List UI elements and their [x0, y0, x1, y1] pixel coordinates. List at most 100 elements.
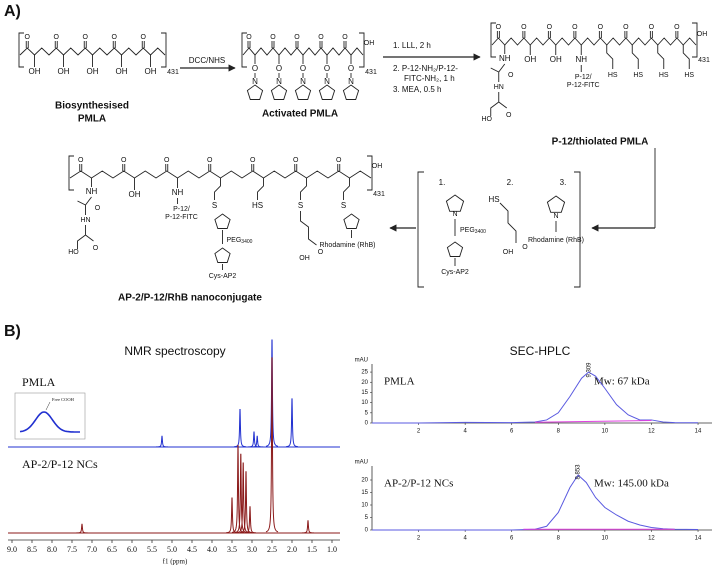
- atom-label: OH: [58, 67, 70, 76]
- atom-label: OH: [550, 55, 562, 64]
- atom-label: N: [252, 77, 258, 86]
- atom-label: O: [207, 157, 213, 164]
- succinimide-ring: [318, 84, 336, 100]
- atom-label: O: [250, 157, 256, 164]
- bracket: [359, 32, 365, 68]
- x-tick-label: 2.0: [287, 545, 297, 554]
- atom-label: HO: [482, 116, 493, 123]
- bond: [214, 178, 221, 200]
- x-tick-label: 14: [695, 429, 702, 435]
- atom-label: HS: [488, 195, 499, 204]
- atom-label: 431: [365, 69, 377, 76]
- atom-label: O: [649, 24, 655, 31]
- atom-label: O: [623, 24, 629, 31]
- bracket: [490, 22, 496, 58]
- bracket: [417, 171, 424, 288]
- polymer-backbone: [491, 37, 697, 46]
- spectrum-peak: [285, 398, 299, 448]
- atom-label: OH: [364, 40, 375, 47]
- succinimide-ring: [214, 213, 231, 229]
- group-label: PEG: [460, 227, 475, 234]
- reagent-label: 1. LLL, 2 h: [393, 41, 431, 50]
- atom-label: HN: [80, 217, 90, 224]
- atom-label: O: [246, 34, 252, 41]
- bond: [77, 225, 94, 249]
- atom-label: O: [598, 24, 604, 31]
- x-axis-label: f1 (ppm): [163, 558, 188, 566]
- bracket: [68, 155, 74, 191]
- y-tick-label: 20: [361, 380, 368, 386]
- y-tick-label: 5: [365, 410, 369, 416]
- bracket: [692, 22, 698, 58]
- atom-label: N: [452, 211, 457, 218]
- atom-label: HS: [659, 72, 669, 79]
- x-tick-label: 8.0: [47, 545, 57, 554]
- y-tick-label: 25: [361, 370, 368, 376]
- x-tick-label: 12: [648, 429, 655, 435]
- atom-label: O: [324, 64, 330, 73]
- bracket: [367, 155, 373, 191]
- atom-label: NH: [86, 187, 98, 196]
- polymer-backbone: [242, 47, 364, 56]
- bond: [490, 63, 506, 82]
- x-tick-label: 2: [417, 536, 421, 542]
- x-tick-label: 9.0: [7, 545, 17, 554]
- atom-label: OH: [697, 31, 708, 38]
- bond: [77, 196, 92, 215]
- bond: [682, 45, 690, 69]
- atom-label: N: [276, 77, 282, 86]
- atom-label: S: [298, 201, 303, 210]
- compound-name: AP-2/P-12/RhB nanoconjugate: [118, 293, 262, 304]
- atom-label: O: [95, 205, 101, 212]
- atom-label: O: [112, 34, 118, 41]
- atom-label: S: [341, 201, 346, 210]
- annotation: Mw: 145.00 kDa: [594, 478, 669, 490]
- bracket: [18, 32, 24, 68]
- atom-label: N: [348, 77, 354, 86]
- x-tick-label: 4.0: [207, 545, 217, 554]
- compound-name: PMLA: [78, 114, 106, 125]
- atom-label: 431: [373, 191, 385, 198]
- group-label: PEG3400: [227, 237, 253, 245]
- panel-label: B): [4, 323, 21, 340]
- y-tick-label: 0: [365, 528, 369, 534]
- x-tick-label: 7.0: [87, 545, 97, 554]
- atom-label: O: [252, 64, 258, 73]
- series-label: PMLA: [384, 376, 415, 388]
- spectrum-peak: [156, 435, 168, 448]
- group-label: Cys-AP2: [209, 273, 237, 280]
- inset-curve: [19, 411, 80, 433]
- atom-label: OH: [372, 163, 383, 170]
- spectrum-peak: [265, 339, 279, 447]
- x-tick-label: 2: [417, 429, 421, 435]
- atom-label: O: [141, 34, 147, 41]
- succinimide-ring: [214, 247, 231, 263]
- y-tick-label: 15: [361, 390, 368, 396]
- x-tick-label: 10: [602, 536, 609, 542]
- inset-label: Free COOH: [52, 397, 75, 402]
- x-tick-label: 5.0: [167, 545, 177, 554]
- atom-label: O: [522, 244, 528, 251]
- polymer-backbone: [69, 170, 372, 179]
- atom-label: O: [300, 64, 306, 73]
- compound-name: P-12/thiolated PMLA: [552, 137, 649, 148]
- x-tick-label: 6: [510, 429, 514, 435]
- x-tick-label: 4.5: [187, 545, 197, 554]
- series-label: AP-2/P-12 NCs: [22, 457, 98, 471]
- atom-label: NH: [172, 188, 184, 197]
- x-tick-label: 4: [463, 429, 467, 435]
- chromatogram: [372, 371, 699, 424]
- atom-label: O: [25, 34, 31, 41]
- annotation: Mw: 67 kDa: [594, 376, 650, 388]
- atom-label: HS: [633, 72, 643, 79]
- y-tick-label: 0: [365, 421, 369, 427]
- x-tick-label: 6: [510, 536, 514, 542]
- atom-label: HS: [684, 72, 694, 79]
- group-label: Cys-AP2: [441, 269, 469, 276]
- x-tick-label: 12: [648, 536, 655, 542]
- peak-label: 8.853: [576, 464, 582, 480]
- chromatogram: [372, 474, 699, 531]
- y-axis-label: mAU: [355, 358, 368, 364]
- group-label: P-12/: [173, 206, 190, 213]
